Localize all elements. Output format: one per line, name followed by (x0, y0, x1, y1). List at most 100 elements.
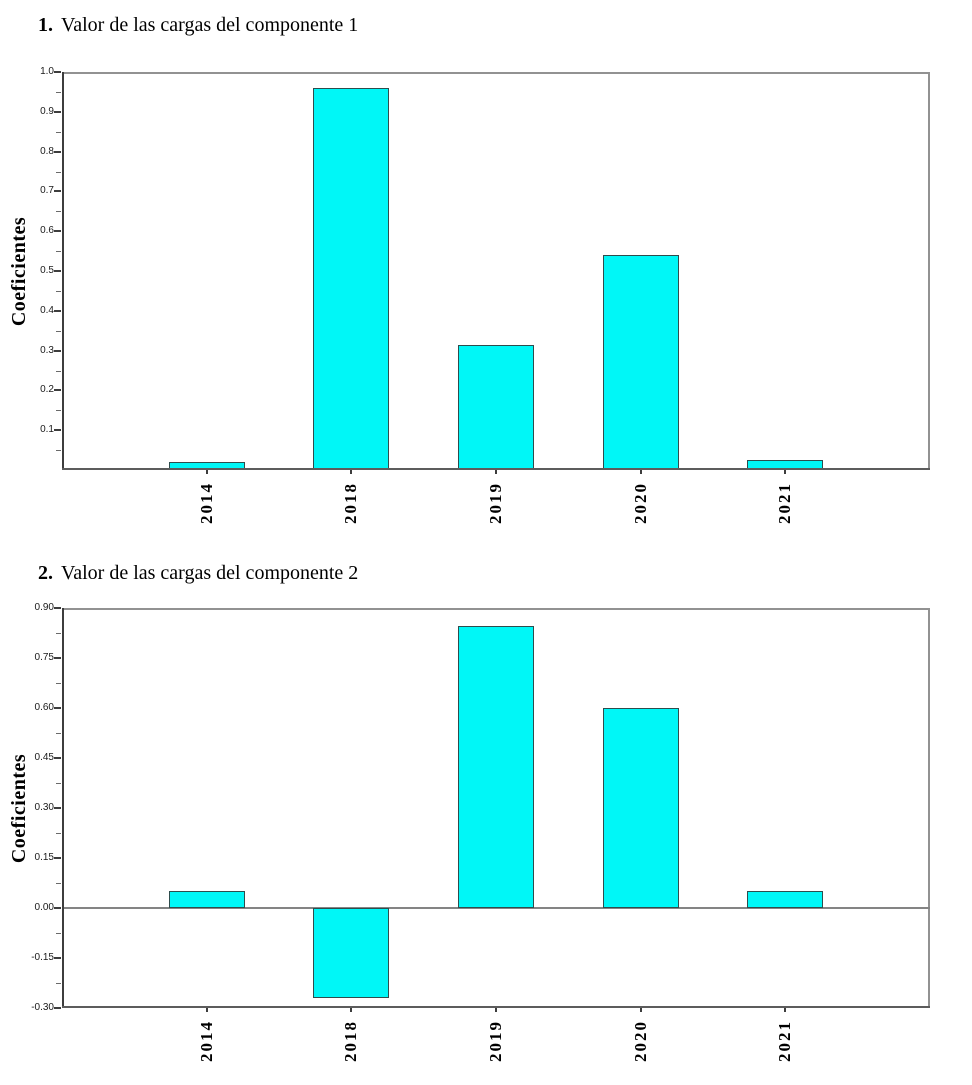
y-major-tick (54, 857, 61, 859)
x-category-label: 2018 (323, 474, 379, 532)
x-tick (350, 1008, 353, 1012)
chart-title-1-number: 1. (38, 14, 53, 36)
y-major-tick (54, 190, 61, 193)
bar-2018 (313, 908, 390, 998)
x-axis-line (62, 1006, 930, 1008)
y-minor-tick (56, 633, 61, 634)
y-minor-tick (56, 983, 61, 984)
y-minor-tick (56, 290, 61, 292)
zero-axis-line (62, 907, 930, 909)
y-tick-label: 0.15 (34, 852, 54, 863)
x-tick (639, 1008, 642, 1012)
y-major-tick (54, 71, 61, 73)
x-category-label: 2019 (468, 1012, 524, 1070)
y-tick-label: 0.7 (40, 185, 54, 197)
x-tick (205, 470, 208, 474)
bar-2014 (168, 891, 245, 908)
x-category-label-text: 2018 (341, 482, 361, 524)
y-tick-label: 0.75 (34, 652, 54, 663)
y-major-tick (54, 957, 61, 959)
y-minor-tick (56, 131, 61, 133)
y-minor-tick (56, 370, 61, 372)
y-minor-tick (56, 91, 61, 93)
y-tick-label: -0.15 (31, 952, 54, 963)
bar-2021 (747, 891, 824, 908)
y-major-tick (54, 607, 61, 609)
bar-2020 (602, 708, 679, 908)
y-tick-label: 0.1 (40, 424, 54, 436)
x-category-label-text: 2021 (775, 1020, 795, 1062)
x-category-label: 2018 (323, 1012, 379, 1070)
y-minor-tick (56, 410, 61, 412)
x-tick (784, 470, 787, 474)
y-minor-tick (56, 330, 61, 332)
y-major-tick (54, 270, 61, 272)
y-minor-tick (56, 733, 61, 734)
y-major-tick (54, 657, 61, 659)
y-minor-tick (56, 933, 61, 934)
y-major-tick (54, 389, 61, 392)
y-tick-label: 0.90 (34, 602, 54, 613)
y-axis-line (62, 608, 64, 1008)
x-category-label: 2014 (179, 474, 235, 532)
chart-title-1-text: Valor de las cargas del componente 1 (61, 14, 359, 36)
x-category-label: 2020 (613, 474, 669, 532)
x-axis-line (62, 468, 930, 470)
y-major-tick (54, 807, 61, 809)
y-axis-title-text: Coeficientes (8, 753, 31, 863)
y-tick-label: 0.00 (34, 902, 54, 913)
y-tick-label: 0.60 (34, 702, 54, 713)
x-tick (495, 470, 497, 474)
x-category-label-text: 2019 (486, 1020, 505, 1062)
y-major-tick (54, 757, 61, 759)
y-minor-tick (56, 883, 61, 884)
y-tick-label: 0.3 (40, 344, 54, 356)
bar-2019 (458, 344, 534, 470)
y-major-tick (54, 110, 61, 113)
x-category-label-text: 2014 (196, 482, 216, 524)
y-minor-tick (56, 171, 61, 173)
y-minor-tick (56, 683, 61, 684)
y-tick-label: 0.2 (40, 384, 54, 396)
x-tick (350, 470, 353, 474)
x-category-label: 2021 (757, 1012, 813, 1070)
x-category-label-text: 2020 (630, 1020, 650, 1062)
bar-2018 (313, 87, 390, 470)
chart-title-2-text: Valor de las cargas del componente 2 (61, 562, 359, 584)
y-major-tick (54, 150, 61, 153)
y-axis-line (62, 72, 64, 470)
y-minor-tick (56, 833, 61, 834)
y-major-tick (54, 230, 61, 233)
x-tick (495, 1008, 497, 1012)
y-major-tick (54, 309, 61, 312)
chart-title-2-number: 2. (38, 562, 53, 584)
x-category-label-text: 2014 (196, 1020, 216, 1062)
x-category-label: 2021 (757, 474, 813, 532)
y-major-tick (54, 429, 61, 432)
y-tick-label: 0.30 (34, 802, 54, 813)
bar-2019 (458, 626, 534, 908)
y-tick-label: 0.5 (40, 265, 54, 276)
x-category-label: 2014 (179, 1012, 235, 1070)
y-tick-label: 0.6 (40, 225, 54, 237)
x-category-label-text: 2019 (486, 482, 505, 524)
y-axis-title: Coeficientes (2, 608, 38, 1008)
y-minor-tick (56, 211, 61, 213)
y-axis-title: Coeficientes (2, 72, 38, 470)
y-major-tick (54, 707, 61, 709)
y-tick-label: 0.45 (34, 752, 54, 763)
y-major-tick (54, 1007, 61, 1009)
x-tick (639, 470, 642, 474)
y-minor-tick (56, 251, 61, 253)
chart-title-1: 1. Valor de las cargas del componente 1 (38, 14, 358, 37)
y-tick-label: 0.9 (40, 105, 54, 117)
y-minor-tick (56, 783, 61, 784)
y-minor-tick (56, 450, 61, 452)
x-category-label-text: 2020 (630, 482, 650, 524)
y-tick-label: -0.30 (31, 1002, 54, 1013)
y-tick-label: 0.4 (40, 304, 54, 316)
chart-title-2: 2. Valor de las cargas del componente 2 (38, 562, 358, 585)
y-axis-title-text: Coeficientes (8, 216, 31, 326)
figure-component-2: 2. Valor de las cargas del componente 2 0… (0, 545, 972, 1085)
y-major-tick (54, 349, 61, 352)
